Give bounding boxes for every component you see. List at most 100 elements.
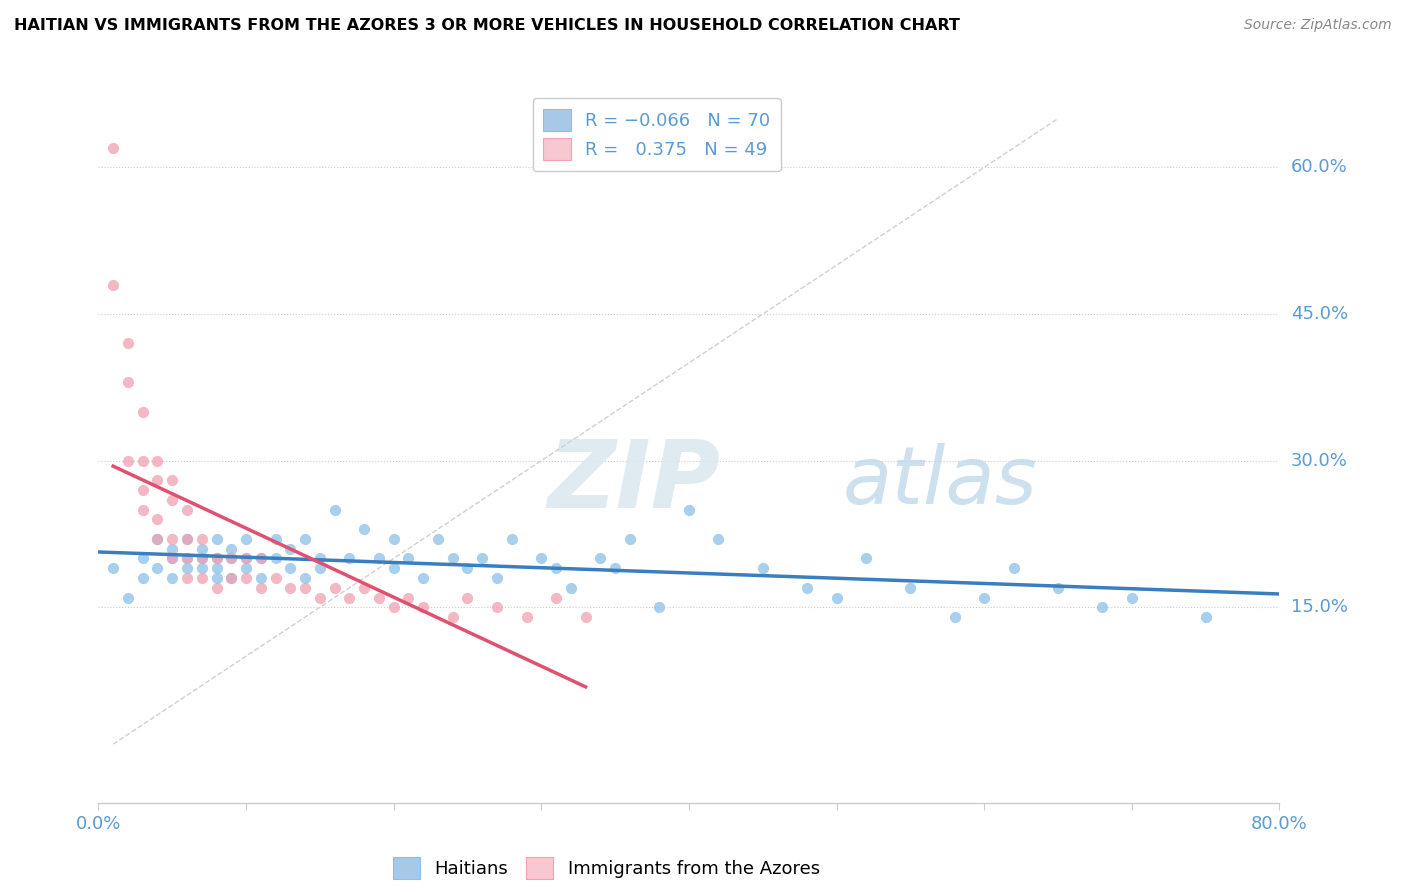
Point [250,551,273,566]
Point [162,473,183,487]
Point [1002,561,1025,575]
Point [544,561,567,575]
Point [337,591,360,605]
Point [205,551,228,566]
Point [368,551,391,566]
Point [323,581,346,595]
Point [205,551,228,566]
Point [235,551,257,566]
Point [146,532,169,546]
Point [103,277,125,292]
Point [132,502,155,516]
Point [117,591,139,605]
Point [353,522,375,536]
Point [205,532,228,546]
Point [278,561,302,575]
Point [825,591,848,605]
Text: 60.0%: 60.0% [1291,159,1347,177]
Point [219,551,242,566]
Point [471,551,494,566]
Point [191,551,214,566]
Point [132,453,155,467]
Point [219,571,242,585]
Point [219,551,242,566]
Point [294,532,316,546]
Point [191,571,214,585]
Point [205,571,228,585]
Point [278,581,302,595]
Point [162,541,183,556]
Point [1195,610,1218,624]
Text: ZIP: ZIP [547,435,720,528]
Point [250,551,273,566]
Point [264,571,287,585]
Point [544,591,567,605]
Point [294,581,316,595]
Point [560,581,582,595]
Text: 45.0%: 45.0% [1291,305,1348,323]
Point [486,600,509,615]
Point [162,551,183,566]
Point [205,561,228,575]
Point [309,561,332,575]
Point [1091,600,1114,615]
Point [1121,591,1143,605]
Point [412,600,434,615]
Point [146,561,169,575]
Point [264,551,287,566]
Point [235,561,257,575]
Point [353,581,375,595]
Point [382,561,405,575]
Point [707,532,730,546]
Point [427,532,450,546]
Point [146,532,169,546]
Point [441,551,464,566]
Text: atlas: atlas [842,442,1038,521]
Point [132,551,155,566]
Point [396,551,419,566]
Point [146,512,169,526]
Point [796,581,818,595]
Point [132,405,155,419]
Text: 30.0%: 30.0% [1291,451,1347,470]
Point [162,532,183,546]
Point [103,141,125,155]
Point [501,532,523,546]
Point [323,502,346,516]
Point [1046,581,1069,595]
Point [176,571,198,585]
Point [250,571,273,585]
Point [441,610,464,624]
Point [368,591,391,605]
Point [191,561,214,575]
Point [382,532,405,546]
Point [973,591,995,605]
Point [162,492,183,507]
Point [678,502,700,516]
Point [191,541,214,556]
Point [162,551,183,566]
Point [382,600,405,615]
Point [132,483,155,497]
Point [605,561,627,575]
Point [235,532,257,546]
Text: Source: ZipAtlas.com: Source: ZipAtlas.com [1244,18,1392,32]
Point [235,571,257,585]
Point [337,551,360,566]
Point [589,551,612,566]
Point [191,551,214,566]
Text: 15.0%: 15.0% [1291,599,1347,616]
Point [205,581,228,595]
Point [309,591,332,605]
Point [219,541,242,556]
Text: HAITIAN VS IMMIGRANTS FROM THE AZORES 3 OR MORE VEHICLES IN HOUSEHOLD CORRELATIO: HAITIAN VS IMMIGRANTS FROM THE AZORES 3 … [14,18,960,33]
Point [176,551,198,566]
Point [146,473,169,487]
Point [751,561,773,575]
Point [235,551,257,566]
Point [900,581,922,595]
Point [117,336,139,351]
Point [278,541,302,556]
Point [132,571,155,585]
Point [176,532,198,546]
